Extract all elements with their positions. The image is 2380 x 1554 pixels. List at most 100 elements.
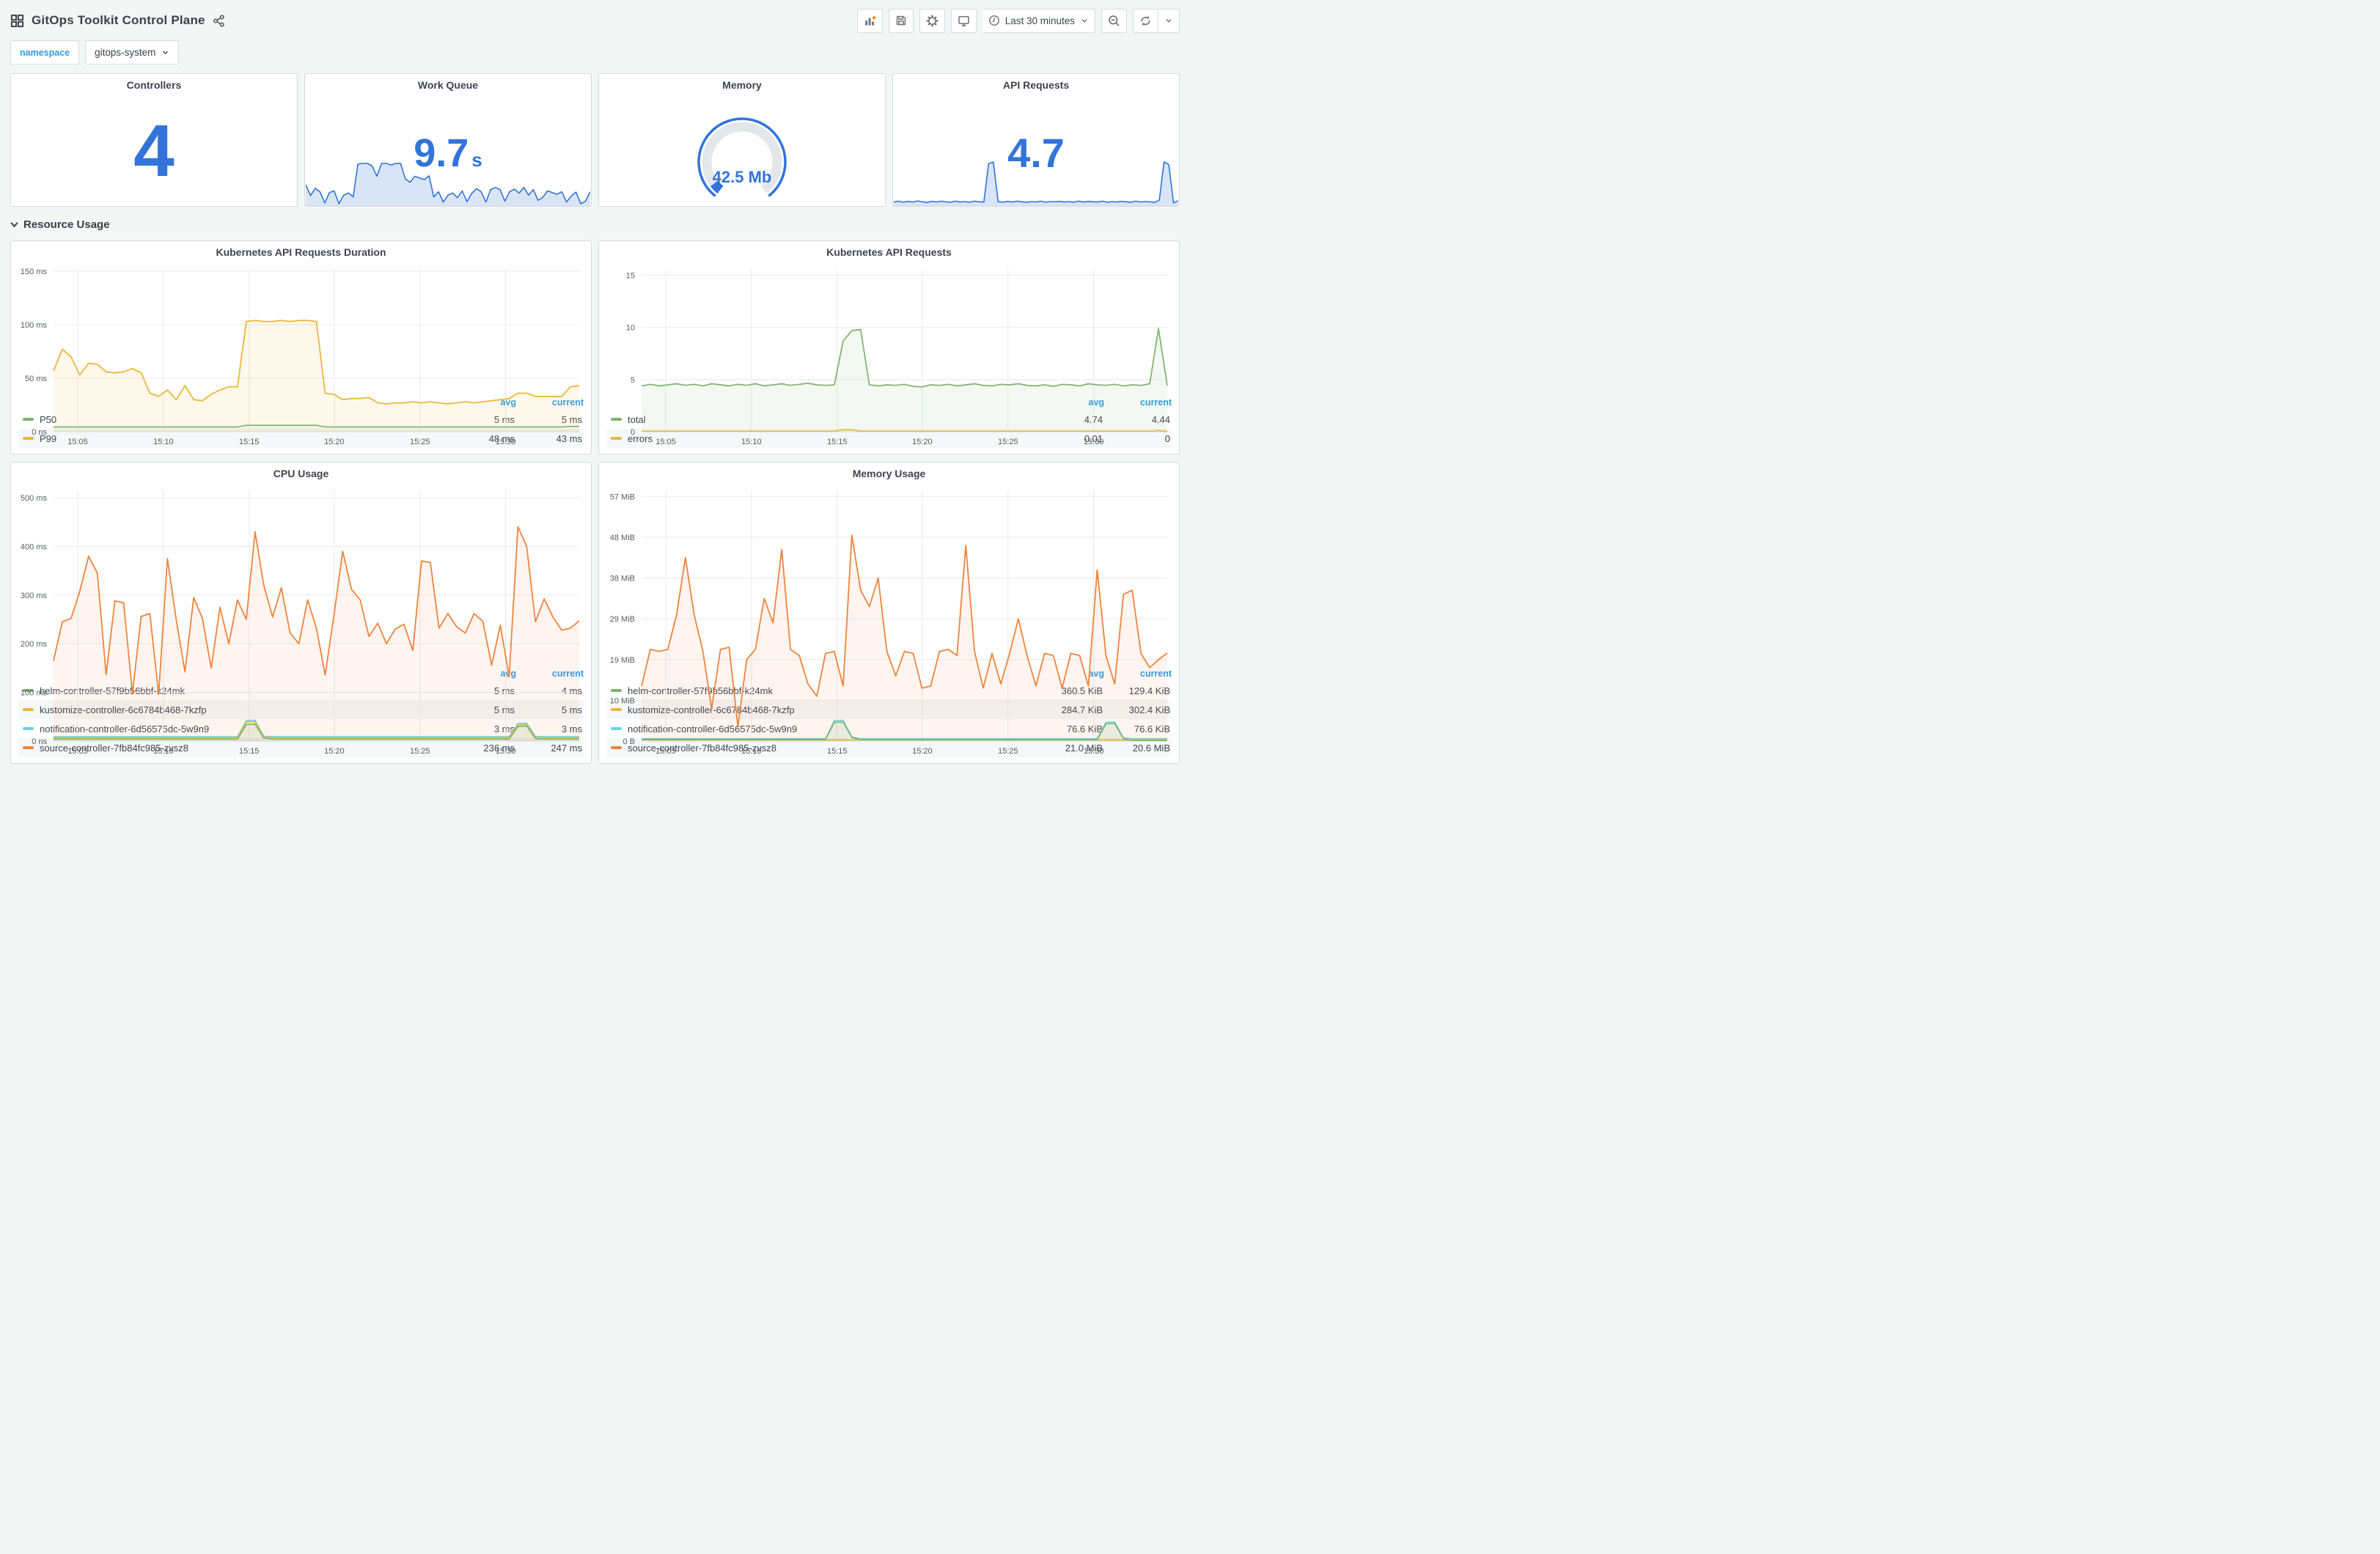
legend-series-name[interactable]: kustomize-controller-6c6784b468-7kzfp xyxy=(628,704,795,715)
legend-current-value: 4 ms xyxy=(561,685,582,696)
save-icon xyxy=(896,15,906,26)
legend-current-value: 129.4 KiB xyxy=(1128,685,1170,696)
panel-title[interactable]: API Requests xyxy=(1002,79,1070,91)
y-axis-label: 100 ms xyxy=(21,321,48,330)
legend-series-name[interactable]: notification-controller-6d56575dc-5w9n9 xyxy=(40,723,210,734)
panel-title[interactable]: Controllers xyxy=(126,79,182,91)
legend-current-value: 5 ms xyxy=(561,704,582,715)
legend-series-name[interactable]: helm-controller-57f9b56bbf-k24mk xyxy=(40,685,185,696)
search-minus-icon xyxy=(1109,15,1120,26)
time-series-plot[interactable]: 57 MiB 48 MiB 38 MiB 29 MiB 19 MiB 10 MiB 0 B 1… xyxy=(599,485,1179,756)
legend: avg current helm-controller-57f9b56bbf-k24… xyxy=(599,666,1179,763)
legend-row: helm-controller-57f9b56bbf-k24mk 5 ms 4 ms xyxy=(18,681,584,700)
time-series-plot[interactable]: 150 ms 100 ms 50 ms 0 ns 15:05 15:10 15:15 15:2… xyxy=(11,263,591,446)
legend-column-current[interactable]: current xyxy=(1139,397,1172,408)
y-axis-label: 200 ms xyxy=(21,640,48,649)
panel-title[interactable]: Memory Usage xyxy=(852,468,926,479)
legend-column-avg[interactable]: avg xyxy=(1088,397,1104,408)
panel-title[interactable]: Memory xyxy=(722,79,762,91)
gauge-threshold-ring xyxy=(697,117,787,197)
legend-series-name[interactable]: total xyxy=(628,413,646,425)
clock-icon xyxy=(988,15,999,26)
settings-button[interactable] xyxy=(919,8,945,33)
y-axis-label: 50 ms xyxy=(25,375,47,383)
series-color-swatch-icon xyxy=(611,727,622,730)
chevron-down-icon xyxy=(1166,19,1172,23)
panel-title[interactable]: Work Queue xyxy=(417,79,479,91)
panel-memory-usage: Memory Usage 57 MiB 48 MiB 38 MiB 29 MiB 19 … xyxy=(598,462,1180,764)
panel-controllers: Controllers 4 xyxy=(10,73,298,207)
legend-avg-value: 21.0 MiB xyxy=(1065,742,1103,754)
legend-series-name[interactable]: source-controller-7fb84fc985-zvsz8 xyxy=(628,742,777,754)
time-series-plot[interactable]: 500 ms 400 ms 300 ms 200 ms 100 ms 0 ns 15:05 1… xyxy=(11,485,591,756)
series-color-swatch-icon xyxy=(611,437,622,440)
x-axis-label: 15:20 xyxy=(324,438,345,446)
legend-series-name[interactable]: notification-controller-6d56575dc-5w9n9 xyxy=(628,723,798,734)
legend-avg-value: 5 ms xyxy=(493,413,515,425)
share-icon[interactable] xyxy=(213,14,225,27)
y-axis-label: 29 MiB xyxy=(610,615,635,624)
legend-current-value: 302.4 KiB xyxy=(1128,704,1170,715)
series-P99 xyxy=(53,320,580,405)
legend-series-name[interactable]: helm-controller-57f9b56bbf-k24mk xyxy=(628,685,773,696)
panel-title[interactable]: Kubernetes API Requests Duration xyxy=(216,246,386,258)
refresh-button[interactable] xyxy=(1133,8,1158,33)
x-axis-label: 15:25 xyxy=(410,438,430,446)
apps-icon[interactable] xyxy=(10,14,24,28)
row-toggle-resource-usage[interactable]: Resource Usage xyxy=(10,214,1180,235)
legend-column-current[interactable]: current xyxy=(551,397,584,408)
legend-column-current[interactable]: current xyxy=(1139,669,1172,679)
y-axis-label: 38 MiB xyxy=(610,575,635,583)
y-axis-label: 19 MiB xyxy=(610,656,635,665)
api-requests-sparkline xyxy=(894,160,1178,206)
legend-column-current[interactable]: current xyxy=(551,669,584,679)
legend-series-name[interactable]: errors xyxy=(628,432,653,444)
x-axis-label: 15:20 xyxy=(912,747,933,756)
legend-column-avg[interactable]: avg xyxy=(1088,669,1104,679)
legend-series-name[interactable]: P50 xyxy=(40,413,57,425)
series-helm-controller-57f9b56bbf-k24mk xyxy=(54,723,579,740)
save-button[interactable] xyxy=(888,8,914,33)
y-axis-label: 0 B xyxy=(622,737,635,746)
gear-icon xyxy=(926,14,939,27)
series-color-swatch-icon xyxy=(611,746,622,749)
time-series-plot[interactable]: 15 10 5 0 15:05 15:10 15:15 15:20 15:25 15:30 xyxy=(599,263,1179,446)
y-axis-label: 400 ms xyxy=(21,542,48,551)
time-range-picker[interactable]: Last 30 minutes xyxy=(982,8,1095,33)
legend-avg-value: 360.5 KiB xyxy=(1061,685,1103,696)
legend-row: kustomize-controller-6c6784b468-7kzfp 5 m… xyxy=(18,700,584,719)
x-axis-label: 15:05 xyxy=(67,438,88,446)
legend-current-value: 0 xyxy=(1164,432,1170,444)
zoom-out-button[interactable] xyxy=(1101,8,1127,33)
legend-series-name[interactable]: P99 xyxy=(40,432,57,444)
refresh-interval-dropdown[interactable] xyxy=(1158,8,1180,33)
x-axis-label: 15:05 xyxy=(655,747,676,756)
variables-row: namespace gitops-system xyxy=(10,40,1180,65)
panel-title[interactable]: Kubernetes API Requests xyxy=(826,246,952,258)
series-color-swatch-icon xyxy=(23,708,34,711)
legend-avg-value: 3 ms xyxy=(493,723,515,734)
legend-row: notification-controller-6d56575dc-5w9n9 3… xyxy=(18,719,584,738)
panel-memory: Memory 42.5 Mb xyxy=(598,73,886,207)
work-queue-value: 9.7 s xyxy=(414,131,482,175)
series-color-swatch-icon xyxy=(611,689,622,692)
work-queue-sparkline xyxy=(306,159,590,206)
cycle-view-button[interactable] xyxy=(950,8,977,33)
legend-series-name[interactable]: kustomize-controller-6c6784b468-7kzfp xyxy=(40,704,207,715)
panel-k8s-api-requests: Kubernetes API Requests 15 10 5 0 15:05 15:10… xyxy=(598,240,1180,454)
variable-value-dropdown[interactable]: gitops-system xyxy=(85,40,180,65)
legend-avg-value: 236 ms xyxy=(483,742,515,754)
graph-add-icon xyxy=(864,15,876,25)
legend-series-name[interactable]: source-controller-7fb84fc985-zvsz8 xyxy=(40,742,189,754)
legend-column-avg[interactable]: avg xyxy=(500,397,516,408)
x-axis-label: 15:10 xyxy=(153,747,174,756)
panel-title[interactable]: CPU Usage xyxy=(273,468,329,479)
y-axis-label: 300 ms xyxy=(21,592,48,600)
x-axis-label: 15:15 xyxy=(239,438,260,446)
x-axis-label: 15:10 xyxy=(153,438,174,446)
legend-row: total 4.74 4.44 xyxy=(606,410,1172,429)
add-panel-button[interactable] xyxy=(856,8,883,33)
x-axis-label: 15:30 xyxy=(1084,438,1104,446)
variable-label-namespace[interactable]: namespace xyxy=(10,40,80,65)
dashboard-title[interactable]: GitOps Toolkit Control Plane xyxy=(32,13,205,27)
